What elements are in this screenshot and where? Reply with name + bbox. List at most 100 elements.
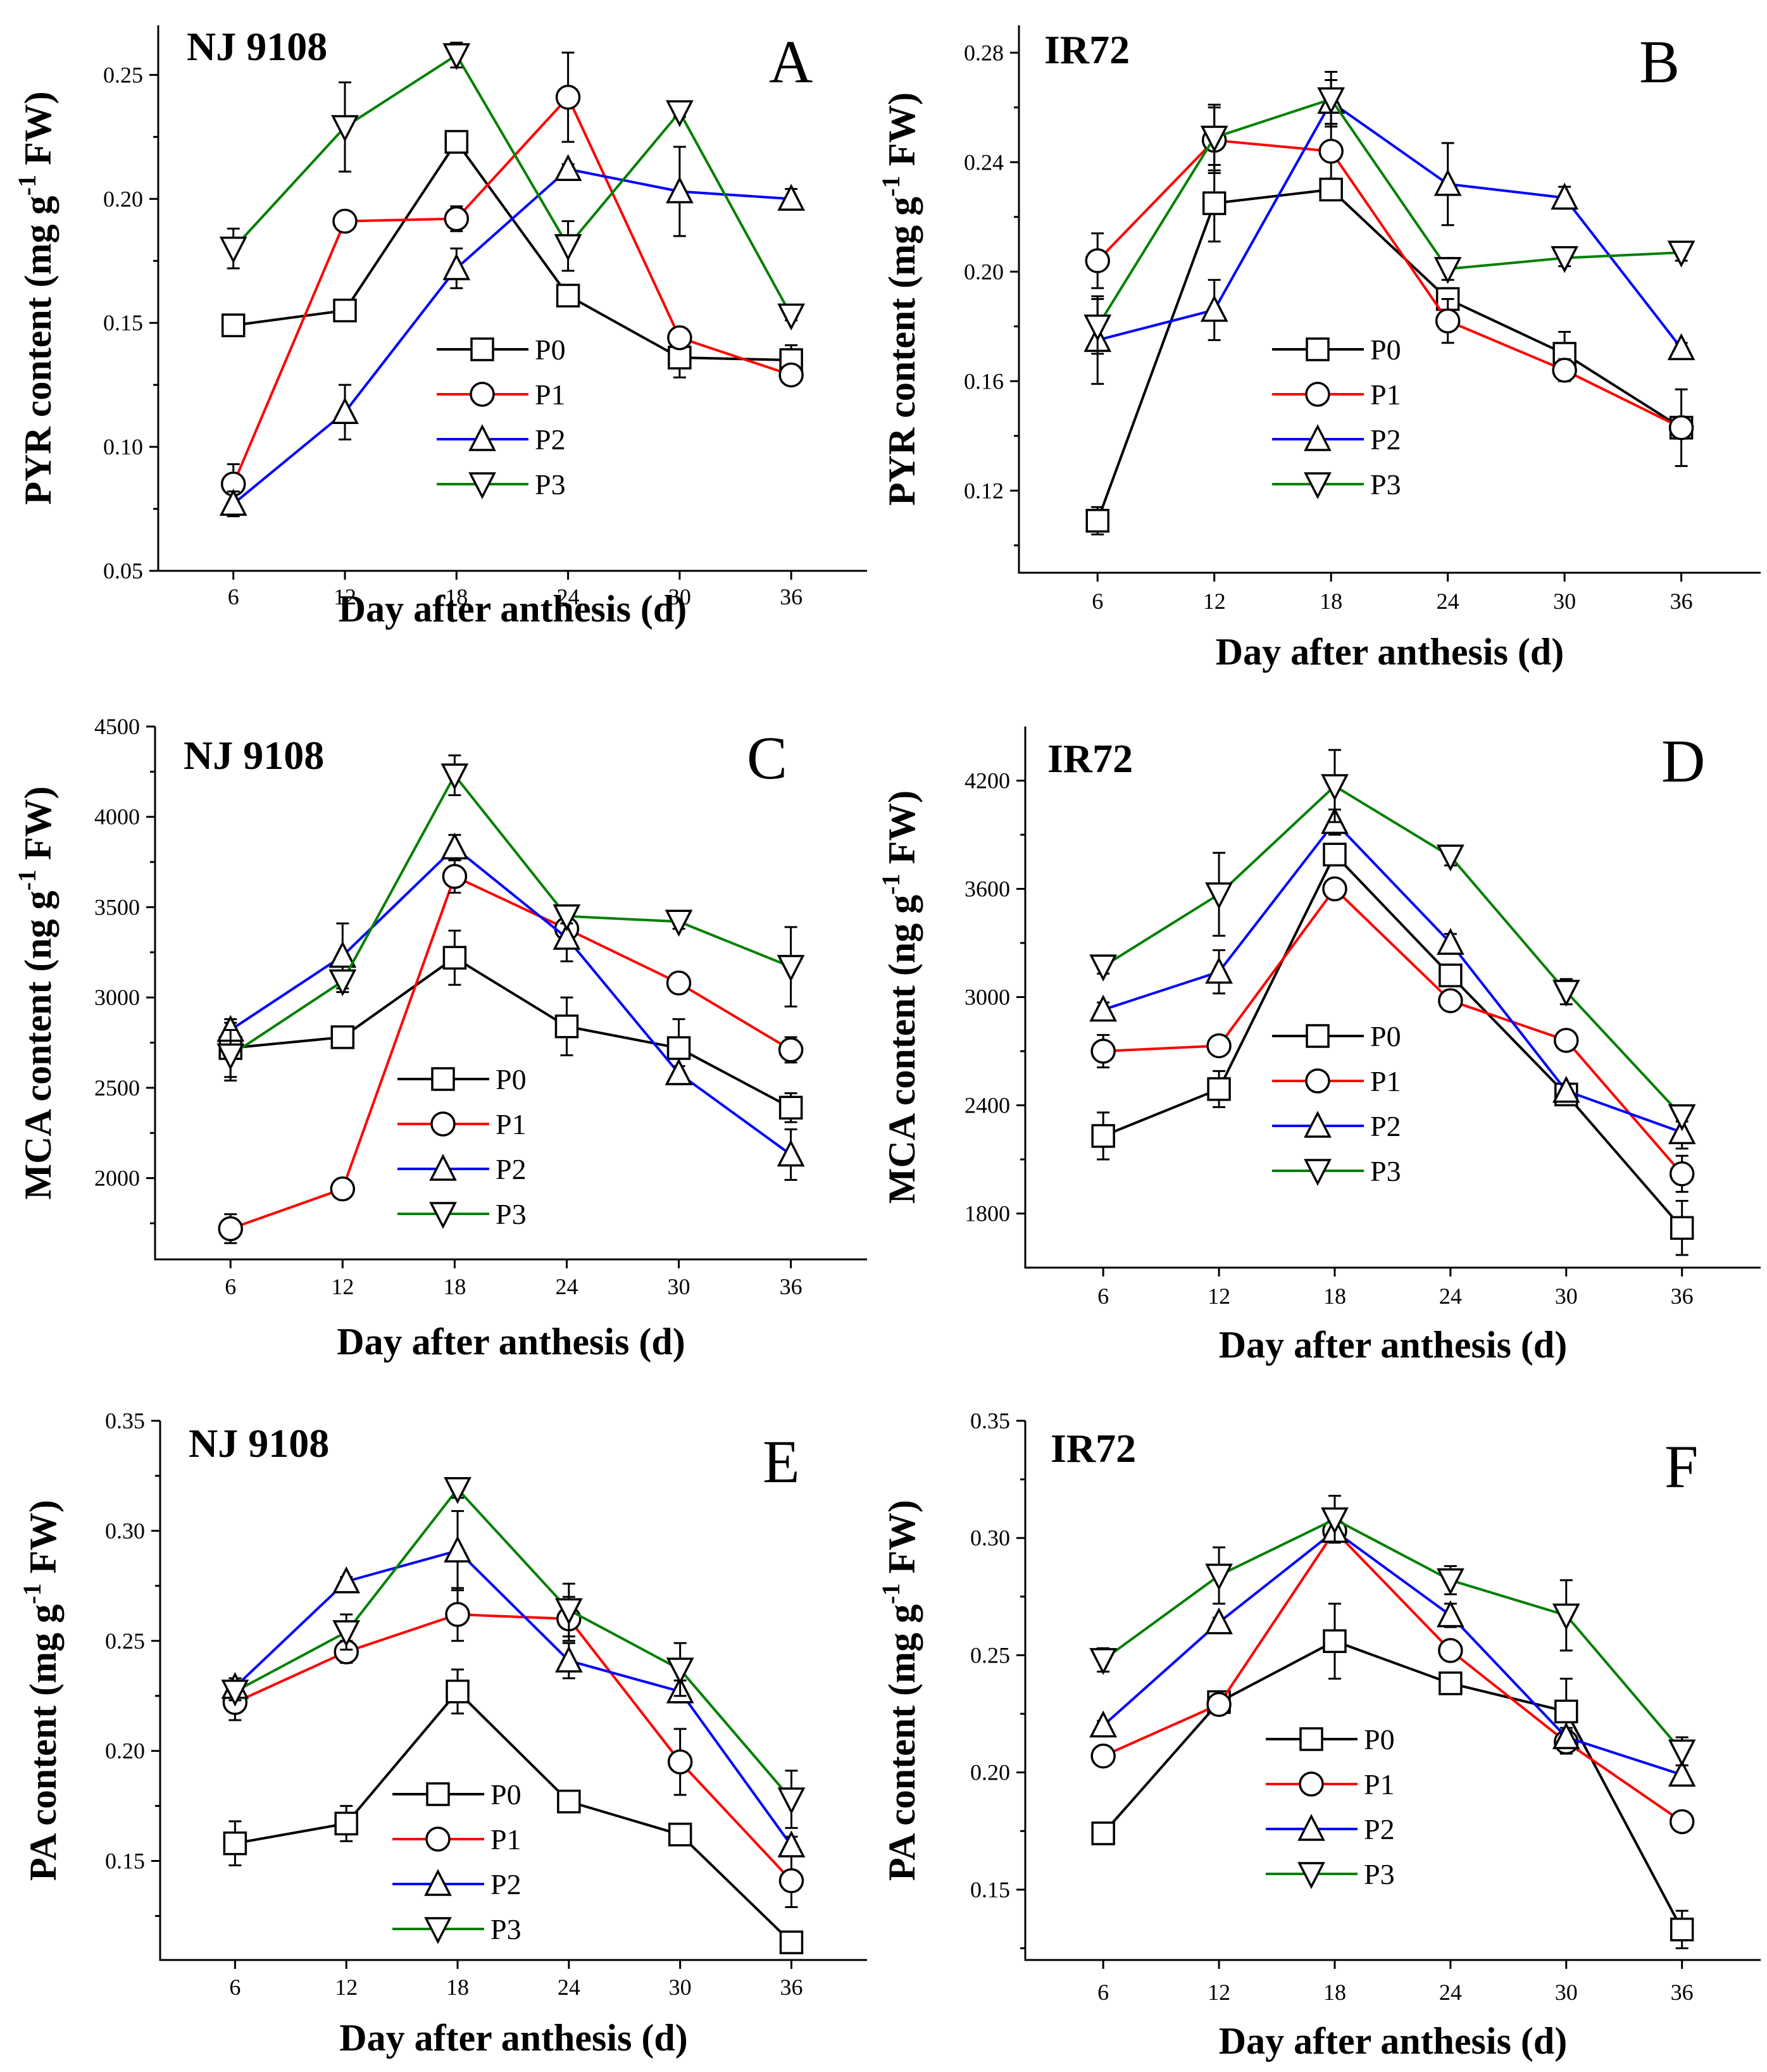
panel-a-point-p0 — [556, 284, 580, 308]
panel-d-line-p1 — [1103, 887, 1683, 1175]
panel-a-point-p1 — [667, 325, 692, 351]
panel-f-line-p3 — [1102, 1518, 1683, 1752]
panel-e-ytick-label: 0.30 — [105, 1518, 145, 1544]
panel-f-legend: P0 P1 P2 P3 — [1266, 1723, 1395, 1890]
panel-c-cultivar: NJ 9108 — [184, 733, 324, 778]
panel-c-legend-marker — [431, 1067, 455, 1091]
panel-e-cultivar: NJ 9108 — [189, 1421, 329, 1466]
panel-d-series-p3 — [1089, 749, 1696, 1132]
panel-c-point-p0 — [666, 1036, 691, 1060]
panel-b-legend-marker — [1304, 472, 1332, 499]
panel-e-xtick-label: 24 — [558, 1975, 580, 2000]
panel-b-xtick-label: 24 — [1437, 589, 1459, 614]
panel-c-xtick-label: 30 — [668, 1274, 690, 1299]
panel-e-ytick-label: 0.25 — [105, 1628, 145, 1654]
panel-e-axes — [159, 1421, 867, 1961]
panel-c-ytick-label: 3000 — [94, 985, 140, 1010]
panel-a-xtick-label: 36 — [780, 584, 802, 609]
panel-d-legend-label: P2 — [1370, 1110, 1401, 1142]
panel-f-point-p2 — [1205, 1607, 1233, 1635]
panel-b-ytick-label: 0.24 — [964, 149, 1004, 175]
panel-b-point-p3 — [1200, 125, 1228, 153]
panel-f-xtick-label: 30 — [1555, 1980, 1578, 2005]
panel-a-point-p2 — [666, 176, 694, 204]
panel-f-point-p3 — [1668, 1739, 1696, 1767]
panel-e-xtick-label: 36 — [780, 1975, 802, 2000]
panel-b-xtick-label: 36 — [1670, 589, 1693, 614]
panel-c-point-p1 — [666, 970, 692, 996]
panel-d-point-p2 — [1089, 994, 1118, 1022]
panel-b-legend-label: P1 — [1370, 378, 1401, 411]
panel-a-xtick-label: 12 — [334, 584, 356, 609]
panel-f-point-p0 — [1091, 1821, 1115, 1845]
panel-b-legend-marker — [1306, 337, 1330, 361]
panel-e-point-p1 — [667, 1749, 693, 1775]
panel-f-point-p3 — [1321, 1507, 1349, 1535]
panel-f-cultivar: IR72 — [1051, 1426, 1136, 1471]
panel-a-ytick-label: 0.10 — [103, 434, 143, 459]
panel-a-cultivar: NJ 9108 — [187, 24, 327, 69]
panel-f-xtick-label: 24 — [1439, 1980, 1462, 2005]
panel-a-letter: A — [769, 28, 813, 96]
panel-e-xtick-label: 12 — [335, 1975, 358, 2000]
panel-f-legend-label: P0 — [1364, 1723, 1395, 1756]
panel-b-ylabel: PYR content (mg g-1 FW) — [877, 92, 923, 506]
panel-c-ytick-label: 4500 — [94, 714, 140, 739]
panel-c: 2000 2500 3000 3500 4000 4500 6 12 18 24 30 36 Day a… — [13, 714, 867, 1363]
panel-e-point-p1 — [778, 1868, 804, 1894]
panel-e-line-p3 — [234, 1487, 792, 1801]
panel-d-point-p3 — [1205, 882, 1233, 909]
panel-e-point-p0 — [223, 1831, 247, 1856]
panel-d-cultivar: IR72 — [1047, 736, 1133, 781]
panel-d-line-p3 — [1102, 784, 1683, 1117]
panel-f-point-p3 — [1437, 1568, 1464, 1595]
panel-b-point-p0 — [1319, 177, 1343, 202]
panel-e-legend-marker — [425, 1826, 451, 1852]
panel-e-xlabel: Day after anthesis (d) — [339, 2017, 688, 2059]
panel-e-legend-label: P3 — [490, 1913, 521, 1945]
panel-d-point-p0 — [1323, 842, 1347, 867]
panel-b-legend-label: P2 — [1370, 423, 1401, 456]
panel-f-xtick-label: 6 — [1097, 1980, 1109, 2005]
panel-f-point-p3 — [1205, 1563, 1233, 1591]
panel-a-point-p0 — [333, 298, 357, 323]
panel-d-point-p3 — [1321, 774, 1349, 801]
panel-c-legend-marker — [429, 1154, 457, 1181]
panel-e-line-p0 — [235, 1689, 792, 1944]
panel-f-ytick-label: 0.20 — [970, 1760, 1010, 1785]
panel-f-legend-marker — [1299, 1727, 1323, 1751]
panel-f-axes — [1024, 1421, 1761, 1961]
panel-d-legend-marker — [1305, 1068, 1330, 1094]
panel-c-line-p3 — [230, 773, 792, 1057]
panel-e-point-p1 — [445, 1602, 470, 1627]
panel-f-point-p1 — [1090, 1743, 1116, 1769]
panel-b-line-p2 — [1097, 100, 1683, 349]
panel-a-point-p1 — [555, 84, 581, 110]
panel-b-point-p3 — [1667, 240, 1695, 268]
panel-d-point-p1 — [1669, 1161, 1695, 1187]
panel-f-series-p2 — [1089, 1516, 1696, 1787]
panel-d-legend-label: P0 — [1370, 1020, 1401, 1052]
panel-a-point-p3 — [777, 303, 806, 331]
panel-f-point-p0 — [1670, 1918, 1694, 1942]
panel-f-point-p0 — [1554, 1699, 1578, 1724]
panel-a-series-p1 — [220, 51, 804, 505]
panel-a-point-p3 — [442, 43, 471, 70]
panel-e-point-p2 — [332, 1566, 361, 1594]
panel-c-xlabel: Day after anthesis (d) — [337, 1321, 685, 1363]
panel-a-line-p1 — [232, 95, 792, 485]
panel-d-xtick-label: 18 — [1323, 1283, 1346, 1309]
panel-b-point-p1 — [1435, 308, 1461, 334]
panel-c-legend-label: P1 — [496, 1108, 527, 1140]
panel-e-xtick-label: 30 — [669, 1975, 692, 2000]
panel-d-letter: D — [1661, 727, 1705, 795]
panel-f-point-p0 — [1323, 1629, 1347, 1653]
panel-a-point-p2 — [331, 397, 359, 424]
panel-b-legend: P0 P1 P2 P3 — [1272, 334, 1401, 501]
panel-d-point-p0 — [1670, 1216, 1694, 1240]
panel-f-point-p1 — [1206, 1692, 1232, 1717]
panel-c-point-p1 — [330, 1176, 356, 1202]
panel-a-xtick-label: 6 — [228, 584, 239, 609]
panel-a-xtick-label: 24 — [557, 584, 580, 609]
panel-b-ytick-label: 0.28 — [964, 40, 1004, 65]
